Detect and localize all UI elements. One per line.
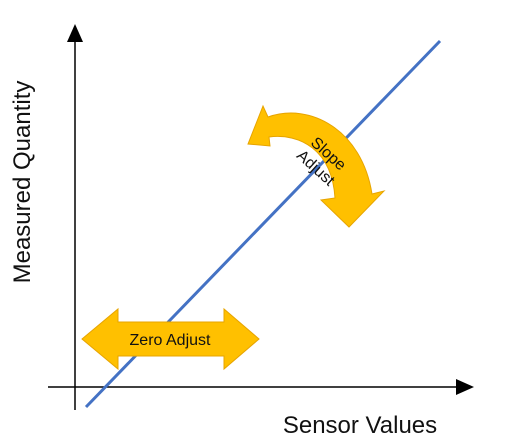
y-axis-arrowhead <box>67 24 83 42</box>
zero-adjust-arrow <box>81 307 260 371</box>
x-axis-arrowhead <box>456 379 474 395</box>
x-axis-label: Sensor Values <box>283 412 437 439</box>
y-axis-label: Measured Quantity <box>9 81 36 284</box>
slope-adjust-arrow <box>247 104 386 228</box>
zero-adjust-label: Zero Adjust <box>130 332 211 349</box>
